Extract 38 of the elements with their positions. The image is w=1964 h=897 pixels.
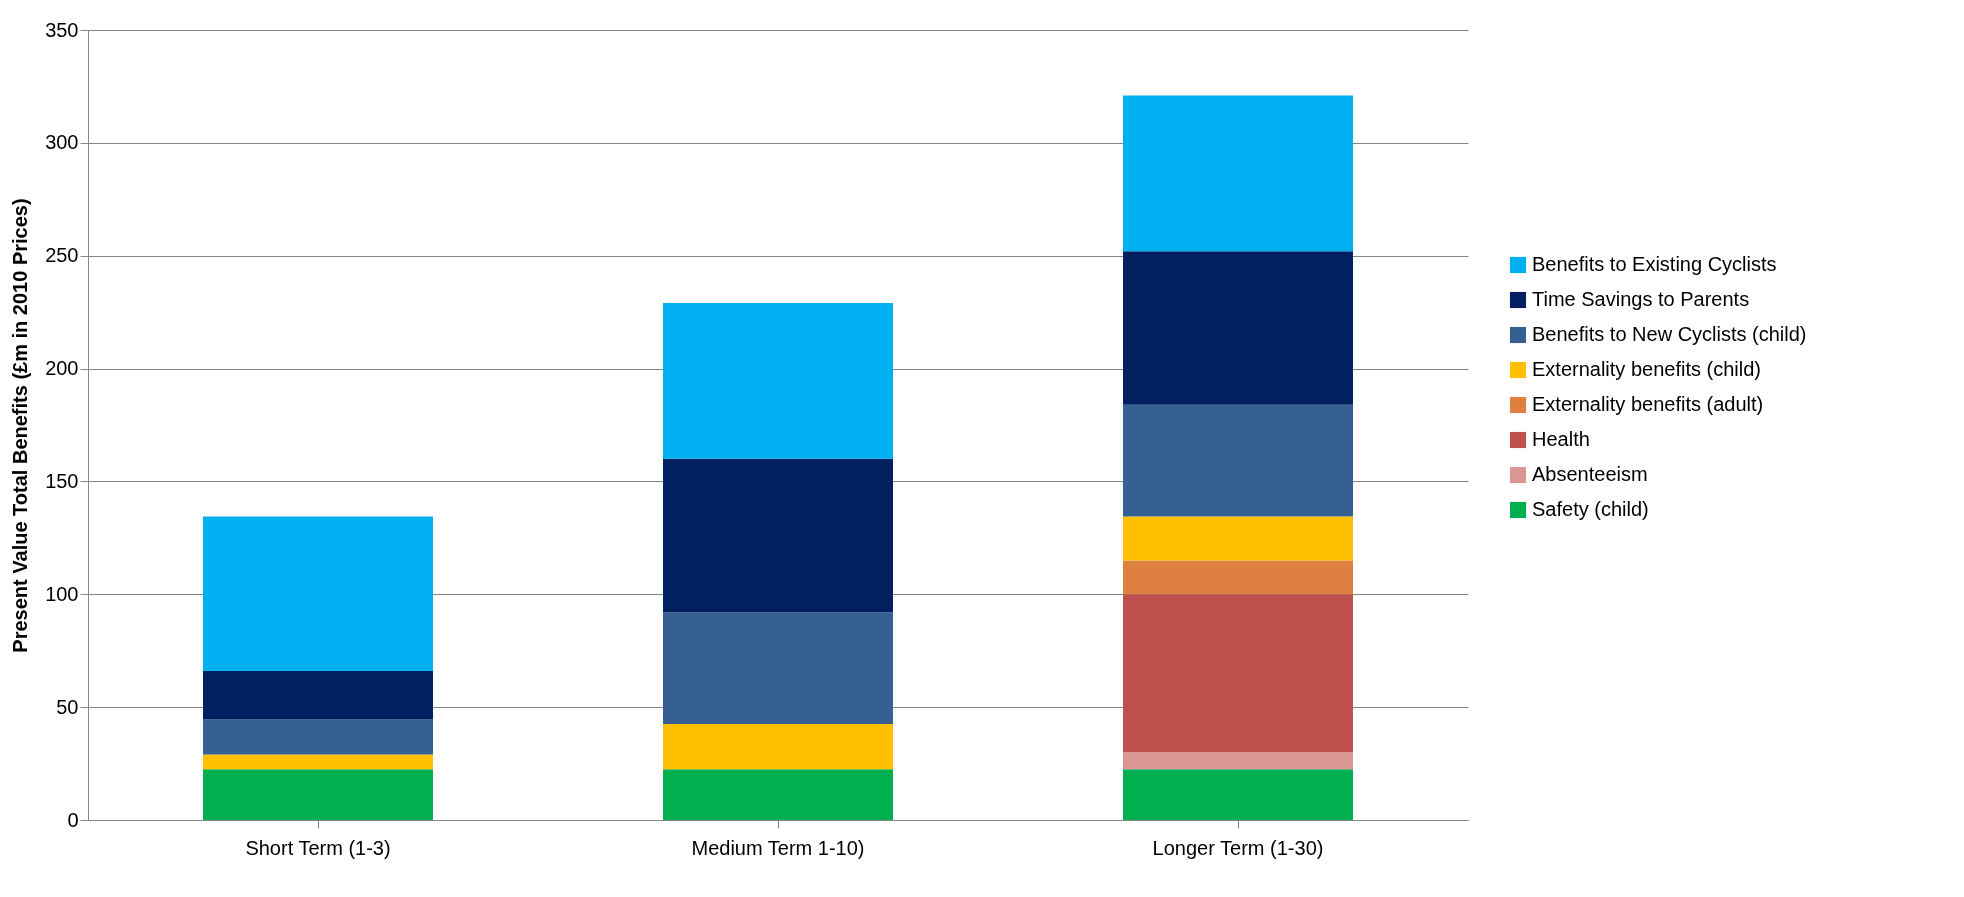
bar xyxy=(203,769,433,820)
legend-label: Externality benefits (child) xyxy=(1532,358,1761,380)
y-axis-title: Present Value Total Benefits (£m in 2010 Prices) xyxy=(9,198,32,653)
legend-label: Safety (child) xyxy=(1532,498,1649,520)
bar xyxy=(663,458,893,613)
legend-label: Benefits to Existing Cyclists xyxy=(1532,253,1777,275)
x-tick-label: Short Term (1-3) xyxy=(245,836,391,859)
bar xyxy=(1123,516,1353,561)
y-tick-label: 0 xyxy=(67,808,79,831)
x-tick-label: Medium Term 1-10) xyxy=(691,836,865,859)
legend-label: Benefits to New Cyclists (child) xyxy=(1532,323,1807,345)
bar xyxy=(1123,560,1353,595)
y-tick-label: 250 xyxy=(45,244,79,267)
bar xyxy=(1123,752,1353,770)
y-tick-label: 350 xyxy=(45,18,79,41)
y-tick-label: 50 xyxy=(56,695,79,718)
legend-label: Externality benefits (adult) xyxy=(1532,393,1764,415)
bar xyxy=(663,303,893,459)
x-tick-label: Longer Term (1-30) xyxy=(1152,836,1324,859)
y-tick-label: 200 xyxy=(45,357,79,380)
legend-label: Absenteeism xyxy=(1532,463,1648,485)
bar xyxy=(1123,251,1353,405)
bar xyxy=(1123,769,1353,820)
y-tick-label: 150 xyxy=(45,469,79,492)
bar xyxy=(663,769,893,820)
y-tick-label: 300 xyxy=(45,131,79,154)
y-tick-label: 100 xyxy=(45,582,79,605)
bar xyxy=(1123,95,1353,252)
legend-label: Health xyxy=(1532,428,1590,450)
bar xyxy=(203,719,433,755)
bar xyxy=(1123,594,1353,753)
bar xyxy=(203,671,433,720)
bar xyxy=(203,516,433,672)
bar xyxy=(1123,404,1353,517)
bar xyxy=(663,612,893,725)
bar xyxy=(663,724,893,770)
bar xyxy=(203,754,433,770)
legend-label: Time Savings to Parents xyxy=(1532,288,1750,310)
